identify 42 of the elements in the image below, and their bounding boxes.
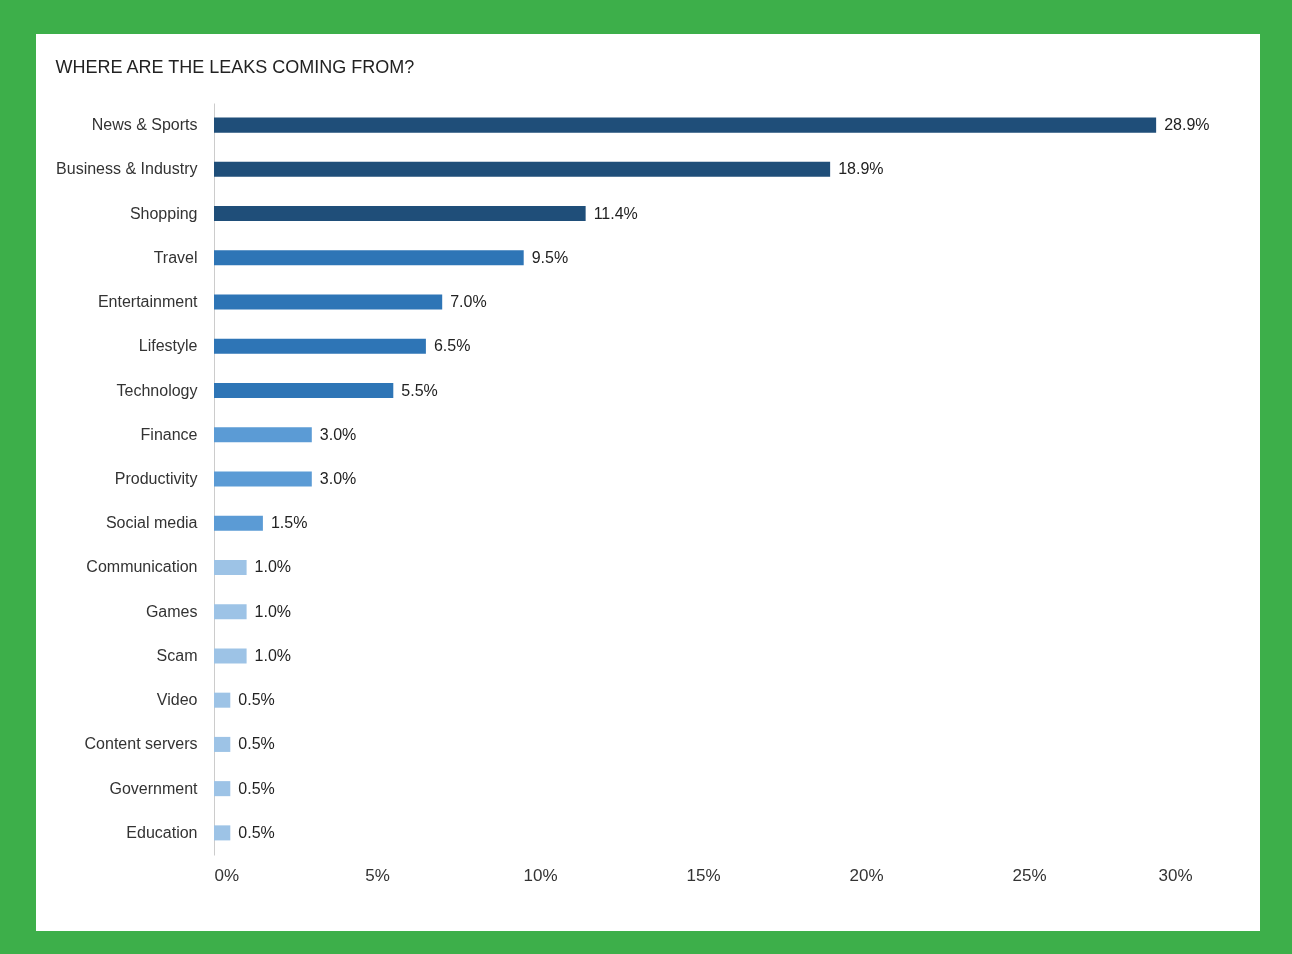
y-tick-label: Shopping <box>129 204 198 222</box>
x-tick-label: 0% <box>214 865 240 885</box>
data-label: 18.9% <box>838 160 884 178</box>
x-tick-label: 30% <box>1158 865 1193 885</box>
y-tick-label: Productivity <box>114 470 198 487</box>
x-tick-label: 15% <box>686 865 721 885</box>
data-label: 0.5% <box>238 735 275 753</box>
y-tick-label: News & Sports <box>91 116 198 134</box>
data-label: 6.5% <box>433 337 471 355</box>
data-label: 0.5% <box>238 691 275 709</box>
y-tick-label: Travel <box>153 248 198 266</box>
x-tick-label: 25% <box>1012 865 1047 885</box>
data-label: 28.9% <box>1164 116 1210 134</box>
y-tick-label: Lifestyle <box>138 337 198 355</box>
chart-title: WHERE ARE THE LEAKS COMING FROM? <box>55 57 415 77</box>
data-label: 1.0% <box>254 646 292 664</box>
y-tick-label: Video <box>156 691 198 709</box>
x-tick-label: 20% <box>849 865 884 885</box>
data-label: 1.0% <box>254 558 292 576</box>
y-tick-label: Content servers <box>84 735 198 753</box>
x-tick-label: 5% <box>365 865 390 885</box>
data-label: 0.5% <box>238 779 275 797</box>
y-tick-label: Technology <box>116 381 198 399</box>
data-label: 9.5% <box>531 248 569 266</box>
x-tick-label: 10% <box>523 865 558 885</box>
y-tick-label: Government <box>109 779 199 797</box>
data-label: 5.5% <box>401 381 438 399</box>
data-label: 7.0% <box>450 293 487 311</box>
y-tick-label: Business & Industry <box>56 160 198 178</box>
y-tick-label: Education <box>126 823 198 841</box>
y-tick-label: Communication <box>86 558 198 576</box>
data-label: 11.4% <box>593 204 638 222</box>
y-tick-label: Social media <box>105 514 198 532</box>
y-tick-label: Games <box>145 602 198 620</box>
data-label: 3.0% <box>319 425 357 443</box>
y-tick-label: Finance <box>140 425 198 443</box>
data-label: 1.5% <box>270 514 308 532</box>
y-tick-label: Scam <box>156 646 198 664</box>
data-label: 3.0% <box>319 470 357 487</box>
y-tick-label: Entertainment <box>97 293 199 311</box>
data-label: 1.0% <box>254 602 292 620</box>
data-label: 0.5% <box>238 823 275 841</box>
